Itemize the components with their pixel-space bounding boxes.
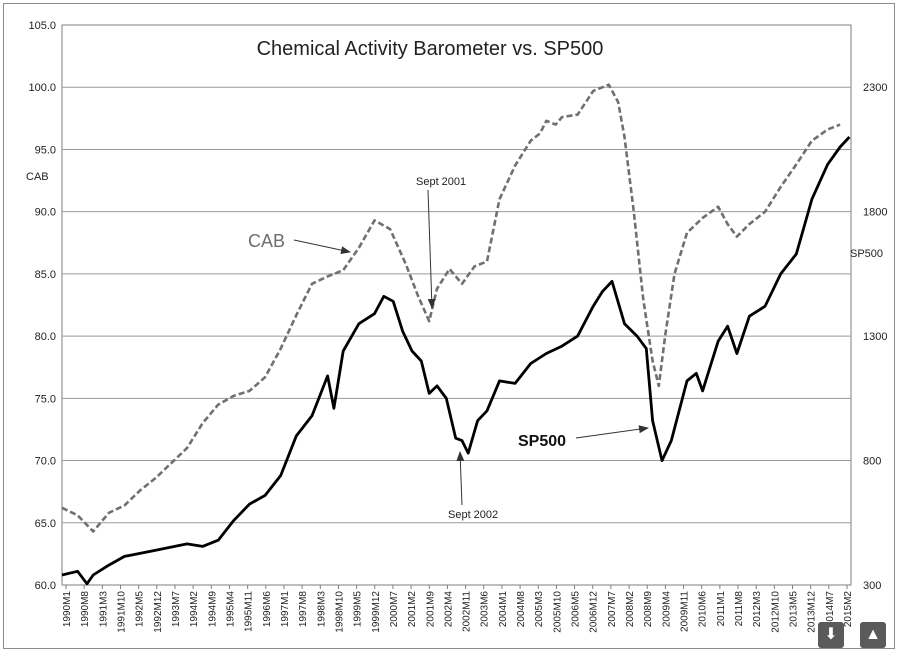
x-tick-label: 2008M9 (643, 591, 654, 628)
x-tick-label: 2015M2 (843, 591, 854, 628)
y-tick-label: 60.0 (35, 580, 56, 592)
x-tick-label: 1998M3 (316, 591, 327, 628)
y2-tick-label: 1300 (863, 331, 887, 343)
x-tick-label: 2006M5 (571, 591, 582, 628)
cab-annotation-label: CAB (248, 231, 285, 251)
x-tick-label: 1995M4 (225, 591, 236, 628)
y-axis-right-label: SP500 (850, 248, 883, 260)
x-tick-label: 1995M11 (244, 591, 255, 632)
y2-tick-label: 800 (863, 456, 881, 468)
x-tick-label: 2013M5 (789, 591, 800, 628)
x-tick-label: 1990M8 (80, 591, 91, 628)
y-tick-label: 100.0 (28, 82, 56, 94)
x-tick-label: 2014M7 (825, 591, 836, 628)
y2-tick-label: 2300 (863, 82, 887, 94)
cab-annotation-arrow (293, 239, 351, 255)
x-tick-label: 1994M2 (189, 591, 200, 628)
x-tick-label: 2010M6 (698, 591, 709, 628)
x-tick-label: 2009M11 (680, 591, 691, 632)
series-line-sp500 (61, 136, 851, 586)
y-tick-label: 75.0 (35, 393, 56, 405)
y-tick-label: 85.0 (35, 269, 56, 281)
y-tick-label: 80.0 (35, 331, 56, 343)
sept-2002-arrow (456, 451, 465, 506)
x-tick-label: 1998M10 (334, 591, 345, 633)
x-tick-label: 2005M3 (534, 591, 545, 628)
sept-2001-label: Sept 2001 (416, 176, 466, 188)
x-tick-label: 2006M12 (589, 591, 600, 633)
y2-tick-label: 1800 (863, 207, 887, 219)
x-tick-label: 1992M12 (153, 591, 164, 633)
x-tick-label: 1991M3 (98, 591, 109, 628)
x-tick-label: 2002M4 (443, 591, 454, 628)
x-tick-label: 1999M5 (353, 591, 364, 628)
sp500-annotation-arrow (575, 425, 649, 439)
x-tick-label: 2001M2 (407, 591, 418, 628)
x-tick-label: 2009M4 (661, 591, 672, 628)
x-tick-label: 2013M12 (807, 591, 818, 633)
x-tick-label: 2012M10 (770, 591, 781, 633)
sept-2001-arrow (427, 189, 436, 309)
x-tick-label: 1999M12 (371, 591, 382, 633)
drive-icon[interactable]: ▲ (860, 622, 886, 648)
x-tick-label: 2000M7 (389, 591, 400, 628)
y2-tick-label: 300 (863, 580, 881, 592)
x-tick-label: 2011M8 (734, 591, 745, 627)
y-tick-label: 90.0 (35, 207, 56, 219)
y-tick-label: 65.0 (35, 518, 56, 530)
x-axis-ticks: 1990M1 1990M8 1991M3 1991M10 1992M5 1992M12 19… (62, 585, 854, 633)
y-axis-left-label: CAB (26, 171, 49, 183)
x-tick-label: 2012M3 (752, 591, 763, 628)
x-tick-label: 2002M11 (462, 591, 473, 632)
x-tick-label: 1992M5 (135, 591, 146, 628)
series-line-cab (61, 83, 841, 533)
x-tick-label: 2003M6 (480, 591, 491, 628)
x-tick-label: 1997M8 (298, 591, 309, 628)
annotations: CAB SP500 Sept 2001 Sept 2002 (248, 176, 649, 521)
x-tick-label: 2004M1 (498, 591, 509, 628)
x-tick-label: 2007M7 (607, 591, 618, 628)
y-axis-right-ticks: 300 800 1300 1800 2300 (863, 82, 887, 592)
x-tick-label: 1996M6 (262, 591, 273, 628)
download-icon[interactable]: ⬇ (818, 622, 844, 648)
x-tick-label: 1990M1 (62, 591, 73, 628)
x-tick-label: 2004M8 (516, 591, 527, 628)
x-tick-label: 2001M9 (425, 591, 436, 628)
x-tick-label: 1991M10 (116, 591, 127, 633)
x-tick-label: 1993M7 (171, 591, 182, 628)
x-tick-label: 1994M9 (207, 591, 218, 628)
sept-2002-label: Sept 2002 (448, 509, 498, 521)
x-tick-label: 2008M2 (625, 591, 636, 628)
gridlines (62, 86, 851, 524)
sp500-annotation-label: SP500 (518, 433, 566, 450)
y-tick-label: 95.0 (35, 144, 56, 156)
y-tick-label: 105.0 (28, 20, 56, 32)
plot-area (61, 24, 852, 586)
x-tick-label: 2011M1 (716, 591, 727, 627)
x-tick-label: 2005M10 (552, 591, 563, 633)
y-tick-label: 70.0 (35, 456, 56, 468)
series-layer (61, 83, 851, 586)
chart-title: Chemical Activity Barometer vs. SP500 (257, 38, 604, 60)
x-tick-label: 1997M1 (280, 591, 291, 628)
y-axis-left-ticks: 60.0 65.0 70.0 75.0 80.0 85.0 90.0 95.0 100.0 105… (28, 20, 56, 592)
